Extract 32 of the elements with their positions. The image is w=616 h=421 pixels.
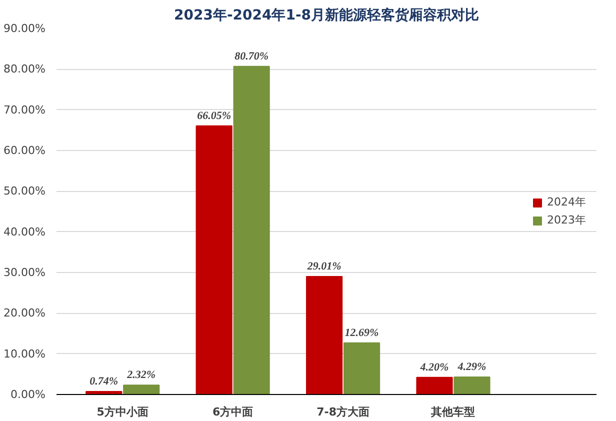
bar bbox=[343, 342, 380, 394]
y-tick-label: 50.00% bbox=[4, 184, 46, 198]
bar bbox=[306, 276, 343, 394]
data-label: 12.69% bbox=[344, 326, 379, 339]
y-tick-label: 60.00% bbox=[4, 144, 46, 157]
data-label: 2.32% bbox=[126, 369, 156, 382]
bar bbox=[233, 66, 270, 394]
data-label: 4.29% bbox=[456, 361, 486, 374]
y-tick-label: 70.00% bbox=[4, 103, 46, 116]
x-tick-label: 7-8方大面 bbox=[316, 406, 370, 418]
y-tick-label: 80.00% bbox=[4, 62, 46, 76]
y-tick-label: 90.00% bbox=[4, 22, 46, 35]
data-label: 80.70% bbox=[234, 50, 269, 62]
bar bbox=[454, 376, 490, 394]
legend-label: 2024年 bbox=[547, 194, 586, 210]
data-label: 29.01% bbox=[306, 260, 342, 273]
y-tick-label: 30.00% bbox=[4, 266, 46, 279]
data-label: 0.74% bbox=[90, 375, 118, 388]
data-label: 66.05% bbox=[197, 110, 232, 122]
y-tick-label: 0.00% bbox=[10, 388, 46, 401]
chart-title: 2023年-2024年1-8月新能源轻客货厢容积对比 bbox=[174, 6, 480, 24]
bar bbox=[196, 125, 232, 394]
data-label: 4.20% bbox=[419, 361, 449, 374]
x-tick-label: 6方中面 bbox=[212, 406, 254, 418]
y-tick-label: 10.00% bbox=[4, 347, 46, 360]
y-tick-label: 40.00% bbox=[4, 225, 46, 238]
x-tick-label: 其他车型 bbox=[430, 406, 476, 418]
y-tick-label: 20.00% bbox=[4, 306, 46, 320]
legend-label: 2023年 bbox=[547, 212, 586, 228]
bar bbox=[123, 384, 160, 394]
bar bbox=[416, 376, 453, 394]
x-tick-label: 5方中小面 bbox=[96, 406, 148, 418]
